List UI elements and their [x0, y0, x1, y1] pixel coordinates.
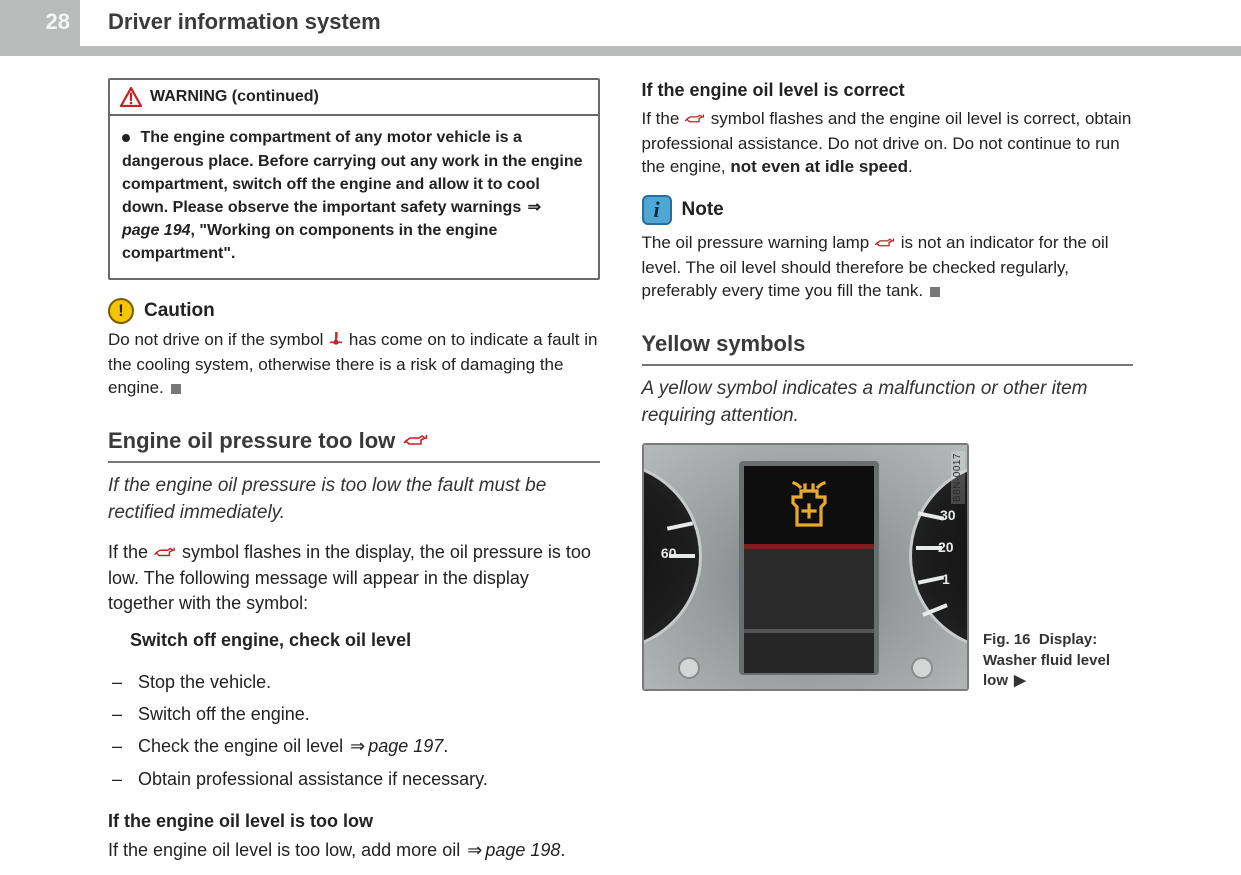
step-text: Switch off the engine. [138, 698, 310, 730]
image-id-label: B8N-0017 [951, 451, 965, 504]
oil-low-text: If the engine oil level is too low, add … [108, 838, 600, 863]
oil-low-ref: page 198 [485, 840, 560, 860]
header-bar: 28 Driver information system [0, 0, 1241, 56]
oil-pressure-heading: Engine oil pressure too low [108, 426, 600, 463]
note-pre: The oil pressure warning lamp [642, 233, 874, 252]
step-text: Stop the vehicle. [138, 666, 271, 698]
arrow-ref-icon [465, 840, 485, 860]
correct-pre: If the [642, 109, 685, 128]
gauge-number: 20 [938, 538, 954, 558]
oil-low-subheading: If the engine oil level is too low [108, 809, 600, 834]
gauge-tick [918, 576, 944, 585]
screen-bottom [744, 633, 874, 673]
oil-lead: If the engine oil pressure is too low th… [108, 473, 600, 526]
figure-caption: Fig. 16 Display: Washer fluid level low … [983, 630, 1133, 691]
oil-can-icon [684, 108, 706, 132]
oil-correct-text: If the symbol flashes and the engine oil… [642, 107, 1134, 179]
bullet-icon [122, 134, 130, 142]
list-item: – Check the engine oil level page 197. [108, 730, 600, 762]
caution-heading: ! Caution [108, 298, 600, 325]
oil-can-icon [403, 426, 429, 457]
arrow-ref-icon [526, 199, 544, 216]
continue-arrow-icon: ▶ [1014, 672, 1026, 689]
correct-bold: not even at idle speed [730, 157, 908, 176]
gauge-tick [666, 522, 692, 531]
info-icon: i [642, 195, 672, 225]
oil-can-icon [874, 232, 896, 256]
end-square-icon [171, 384, 181, 394]
caution-text: Do not drive on if the symbol has come o… [108, 328, 600, 400]
list-item: –Obtain professional assistance if neces… [108, 763, 600, 795]
center-display [739, 461, 879, 675]
screen-mid [744, 549, 874, 629]
gauge-button-right [911, 657, 933, 679]
step-text: Check the engine oil level page 197. [138, 730, 448, 762]
page-number: 28 [46, 7, 70, 38]
oil-message: Switch off engine, check oil level [130, 628, 600, 653]
gauge-tick [922, 603, 948, 616]
warning-triangle-icon [120, 87, 142, 107]
page-body: WARNING (continued) The engine compartme… [0, 78, 1241, 867]
caution-icon: ! [108, 298, 134, 324]
temperature-icon [328, 329, 344, 353]
warning-title: WARNING (continued) [150, 86, 319, 108]
washer-fluid-icon [744, 466, 874, 544]
warning-heading: WARNING (continued) [110, 80, 598, 116]
list-item: –Stop the vehicle. [108, 666, 600, 698]
oil-low-post: . [560, 840, 565, 860]
note-text: The oil pressure warning lamp is not an … [642, 231, 1134, 303]
oil-paragraph: If the symbol flashes in the display, th… [108, 540, 600, 616]
gauge-number: 60 [661, 544, 677, 564]
oil-low-pre: If the engine oil level is too low, add … [108, 840, 465, 860]
dashboard-image: 60 30 20 1 [642, 443, 970, 691]
warning-page-ref: page 194 [122, 222, 190, 239]
figure-16: 60 30 20 1 [642, 443, 1134, 691]
step-text: Obtain professional assistance if necess… [138, 763, 488, 795]
warning-text-pre: The engine compartment of any motor vehi… [122, 129, 583, 216]
caution-text-pre: Do not drive on if the symbol [108, 330, 328, 349]
oil-steps-list: –Stop the vehicle. –Switch off the engin… [108, 666, 600, 796]
page-header-title: Driver information system [108, 7, 381, 38]
step-post: . [443, 736, 448, 756]
step-ref: page 197 [368, 736, 443, 756]
correct-post: . [908, 157, 913, 176]
oil-correct-subheading: If the engine oil level is correct [642, 78, 1134, 103]
warning-box: WARNING (continued) The engine compartme… [108, 78, 600, 280]
oil-heading-text: Engine oil pressure too low [108, 426, 395, 457]
gauge-number: 1 [942, 570, 950, 590]
note-heading: i Note [642, 195, 1134, 225]
list-item: –Switch off the engine. [108, 698, 600, 730]
gauge-number: 30 [940, 506, 956, 526]
warning-body: The engine compartment of any motor vehi… [110, 116, 598, 277]
oil-para-pre: If the [108, 542, 153, 562]
figure-number: Fig. 16 [983, 631, 1031, 648]
left-column: WARNING (continued) The engine compartme… [108, 78, 600, 867]
oil-can-icon [153, 541, 177, 566]
oil-para-post: symbol flashes in the display, the oil p… [108, 542, 591, 613]
step-pre: Check the engine oil level [138, 736, 348, 756]
page-number-box: 28 [0, 0, 80, 46]
caution-title: Caution [144, 298, 215, 325]
yellow-lead: A yellow symbol indicates a malfunction … [642, 376, 1134, 429]
right-column: If the engine oil level is correct If th… [642, 78, 1134, 867]
yellow-heading-text: Yellow symbols [642, 329, 806, 360]
gauge-button-left [678, 657, 700, 679]
note-title: Note [682, 197, 724, 224]
warning-triangle-svg [120, 87, 142, 107]
arrow-ref-icon [348, 736, 368, 756]
yellow-symbols-heading: Yellow symbols [642, 329, 1134, 366]
end-square-icon [930, 287, 940, 297]
